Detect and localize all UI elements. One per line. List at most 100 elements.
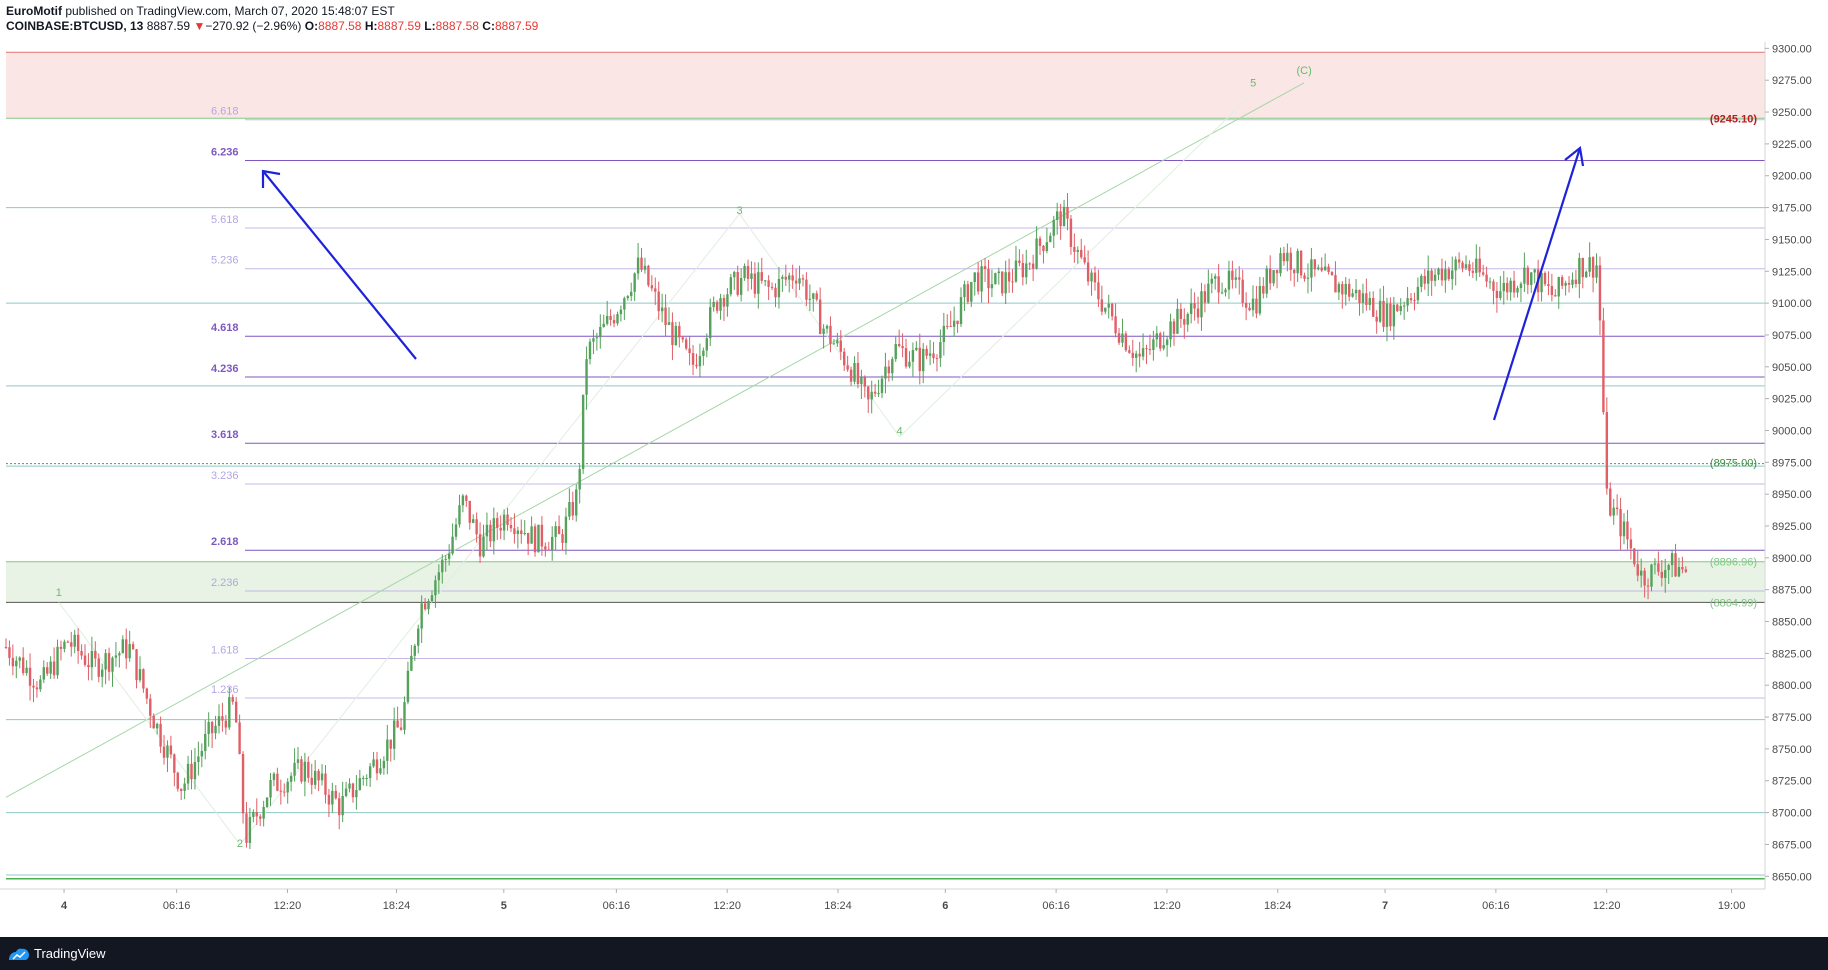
candle-body-417 <box>1437 268 1440 275</box>
price-chart[interactable]: 6.618 6.236 5.618 5.236 4.618 4.236 3.618 3.236… <box>0 42 1828 937</box>
candle-body-489 <box>1684 569 1688 572</box>
candle-body-43 <box>152 715 155 729</box>
y-tick-label-12: 9000.00 <box>1772 425 1812 437</box>
y-tick-label-9: 9075.00 <box>1772 330 1812 342</box>
fib-label-3: 5.236 <box>211 255 239 267</box>
candle-body-138 <box>478 534 482 557</box>
candle-body-217 <box>750 273 753 279</box>
candle-body-70 <box>245 813 248 843</box>
candle-body-122 <box>423 603 427 610</box>
candle-body-176 <box>609 316 612 320</box>
candle-body-344 <box>1186 313 1189 325</box>
candle-body-363 <box>1251 298 1255 311</box>
price-axis[interactable]: 9300.00 9275.00 9250.00 9225.00 9200.00 9175.… <box>1765 43 1812 883</box>
candle-body-78 <box>272 773 276 780</box>
candle-body-428 <box>1475 258 1478 273</box>
candle-body-327 <box>1128 350 1131 353</box>
candle-body-257 <box>887 366 891 374</box>
candle-body-125 <box>434 580 437 596</box>
candle-body-5 <box>21 657 25 674</box>
y-tick-label-22: 8750.00 <box>1772 744 1812 756</box>
candle-body-174 <box>602 323 605 328</box>
candle-body-311 <box>1073 246 1076 252</box>
brand-label[interactable]: TradingView <box>34 946 106 961</box>
blue-arrow-up-right[interactable] <box>1492 147 1582 421</box>
candle-body-27 <box>97 658 100 677</box>
candle-body-130 <box>451 536 454 554</box>
candle-body-150 <box>520 530 523 535</box>
candle-body-292 <box>1007 272 1011 282</box>
candle-body-367 <box>1265 268 1268 294</box>
candle-body-47 <box>166 745 169 758</box>
x-tick-label-12: 7 <box>1382 900 1388 912</box>
candle-body-422 <box>1454 259 1457 271</box>
candle-body-29 <box>104 653 107 670</box>
candle-body-448 <box>1543 272 1547 285</box>
wave-label-1: 2 <box>237 838 243 850</box>
wave-labels-layer: 1 2 3 4 5 (C) <box>56 65 1312 850</box>
candle-body-281 <box>970 282 973 302</box>
candle-body-375 <box>1293 269 1296 274</box>
candle-body-224 <box>774 287 777 298</box>
candle-body-83 <box>289 775 293 782</box>
candle-body-92 <box>320 773 324 781</box>
x-tick-label-9: 06:16 <box>1042 900 1070 912</box>
candle-body-304 <box>1049 235 1052 243</box>
candle-body-71 <box>248 816 252 843</box>
candle-body-479 <box>1650 564 1653 587</box>
candle-body-368 <box>1268 268 1272 284</box>
candle-body-272 <box>939 342 942 359</box>
candle-body-442 <box>1523 267 1526 284</box>
candle-body-247 <box>853 362 856 382</box>
candle-body-452 <box>1557 277 1560 297</box>
candle-body-381 <box>1313 259 1317 270</box>
candle-body-390 <box>1344 283 1347 295</box>
candle-body-2 <box>11 657 15 667</box>
candle-body-338 <box>1165 339 1169 346</box>
candle-body-296 <box>1021 263 1025 278</box>
candle-body-90 <box>313 770 317 785</box>
time-axis[interactable]: 4 06:16 12:20 18:24 5 06:16 12:20 18:24 6 06:16 12… <box>61 889 1745 912</box>
candle-body-12 <box>46 667 49 674</box>
candle-body-137 <box>475 519 478 535</box>
blue-arrow-down-left[interactable] <box>262 170 417 360</box>
candle-body-205 <box>709 307 712 339</box>
candle-body-458 <box>1578 258 1581 284</box>
candle-body-23 <box>83 655 87 665</box>
candle-body-51 <box>179 788 183 791</box>
candle-body-404 <box>1392 304 1396 327</box>
candle-body-37 <box>131 644 135 650</box>
candle-body-266 <box>918 347 921 372</box>
y-tick-label-6: 9150.00 <box>1772 234 1812 246</box>
candle-body-308 <box>1062 206 1066 227</box>
candle-body-360 <box>1241 279 1244 303</box>
candle-body-246 <box>849 369 853 382</box>
symbol-label[interactable]: COINBASE:BTCUSD, 13 <box>6 19 144 33</box>
candle-body-112 <box>389 739 392 749</box>
candle-body-8 <box>32 685 35 688</box>
candle-body-220 <box>760 272 763 281</box>
candle-body-346 <box>1193 303 1196 309</box>
author-name[interactable]: EuroMotif <box>6 4 62 18</box>
candle-body-76 <box>265 797 269 807</box>
candle-body-273 <box>942 325 946 343</box>
candle-body-215 <box>743 265 746 279</box>
candle-body-421 <box>1451 270 1454 280</box>
candle-body-49 <box>173 754 176 773</box>
candle-body-365 <box>1258 285 1262 314</box>
candle-body-231 <box>798 278 801 284</box>
candle-body-199 <box>688 348 691 354</box>
open-value: 8887.58 <box>318 19 362 33</box>
candle-body-170 <box>588 341 592 360</box>
candle-body-359 <box>1238 277 1241 280</box>
wave-label-0: 1 <box>56 587 62 599</box>
candle-body-242 <box>836 340 839 344</box>
candle-body-314 <box>1083 257 1086 263</box>
candle-body-79 <box>276 773 279 791</box>
candle-body-6 <box>25 667 28 674</box>
candle-body-244 <box>843 351 846 366</box>
candle-body-376 <box>1296 250 1299 274</box>
candle-body-87 <box>303 761 307 782</box>
candle-body-334 <box>1152 339 1155 350</box>
candle-body-340 <box>1172 321 1176 334</box>
